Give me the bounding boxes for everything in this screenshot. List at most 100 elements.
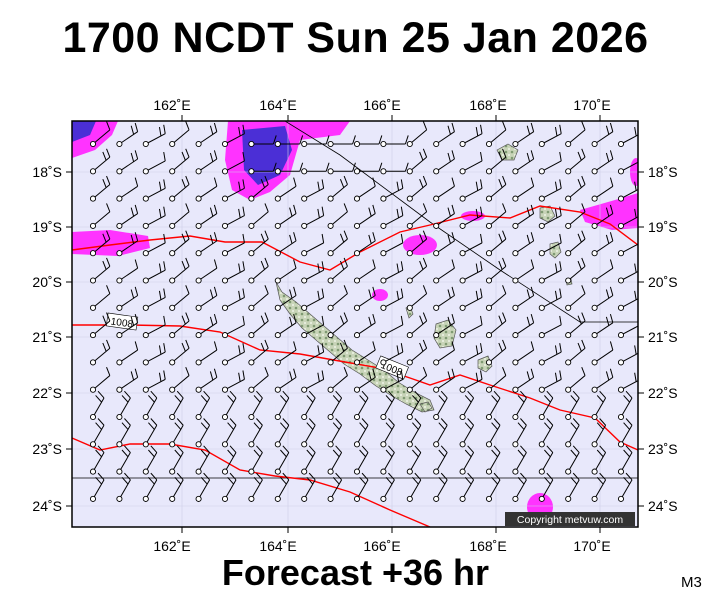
wind-barb [538, 124, 562, 148]
wind-barb [565, 121, 586, 148]
wind-barb [274, 177, 297, 202]
lon-label-bottom-164: 164˚E [259, 538, 296, 554]
wind-barb [274, 418, 290, 448]
copyright-text: Copyright metvuw.com [517, 514, 623, 526]
wind-barb [380, 370, 404, 393]
wind-barb [248, 175, 269, 202]
wind-barb [512, 472, 527, 502]
wind-barb [195, 122, 218, 148]
wind-barb [116, 472, 131, 502]
wind-barb [406, 339, 428, 366]
wind-barb [512, 122, 535, 148]
wind-barb [195, 368, 218, 393]
wind-barb [195, 390, 211, 421]
wind-barb [459, 370, 483, 393]
lat-label-left-21: 21˚S [32, 329, 62, 345]
wind-barb [512, 390, 527, 421]
wind-barb [327, 367, 348, 393]
wind-barb [565, 257, 586, 284]
wind-barb [327, 230, 348, 257]
wind-barb [142, 179, 166, 202]
wind-barb [327, 472, 343, 502]
wind-barb [301, 206, 325, 229]
wind-barb [142, 124, 166, 148]
wind-barb [274, 259, 297, 284]
wind-barb [195, 259, 218, 284]
wind-barb [116, 204, 139, 229]
wind-barb [406, 203, 428, 229]
wind-barb [433, 472, 448, 502]
wind-barb [459, 472, 475, 502]
wind-barb [591, 313, 614, 339]
wind-barb [485, 148, 507, 175]
copyright-box [505, 512, 635, 526]
wind-barb [327, 203, 348, 229]
wind-barb [274, 204, 297, 229]
wind-barb [485, 203, 507, 229]
wind-barb [459, 179, 483, 202]
wind-barb [195, 341, 218, 366]
wind-barb [538, 472, 554, 502]
wind-barb [591, 259, 614, 284]
wind-barb [406, 175, 428, 202]
wind-barb [327, 285, 348, 311]
wind-barb [406, 445, 422, 475]
wind-barb [406, 418, 422, 448]
erromango [539, 205, 556, 223]
wind-barb [433, 204, 455, 229]
wind-barb [221, 206, 245, 229]
wind-barb [301, 445, 316, 475]
lon-label-top-170: 170˚E [573, 97, 610, 113]
wind-barb [195, 150, 218, 175]
wind-barb [116, 341, 139, 366]
lat-label-left-24: 24˚S [32, 498, 62, 514]
wind-barb [116, 445, 131, 475]
wind-barb [142, 206, 166, 229]
rain-patch-northwest-heavy [72, 121, 96, 142]
wind-barb [485, 121, 507, 148]
wind-barb [538, 315, 562, 339]
wind-barb [433, 232, 455, 257]
wind-barb [591, 368, 614, 393]
wind-barb [301, 261, 325, 284]
wind-barb [565, 418, 580, 448]
wind-barb [617, 161, 638, 175]
lat-label-left-23: 23˚S [32, 441, 62, 457]
wind-barb [221, 370, 245, 393]
wind-barb [485, 367, 507, 393]
wind-barb [248, 390, 263, 421]
wind-barb [485, 418, 501, 448]
wind-barb [169, 312, 190, 339]
wind-barb [353, 418, 369, 448]
wind-barb [195, 177, 218, 202]
wind-barb [248, 135, 277, 148]
wind-barb [512, 259, 535, 284]
wind-barb [617, 390, 633, 421]
wind-barb [406, 230, 428, 257]
wind-barb [169, 445, 184, 475]
lat-label-right-23: 23˚S [648, 441, 678, 457]
wind-barb [142, 315, 166, 339]
wind-barb [459, 418, 475, 448]
wind-barb [169, 285, 190, 311]
wind-barb [353, 204, 376, 229]
wind-barb [89, 312, 111, 339]
wind-barb [274, 135, 304, 148]
wind-barb [221, 179, 245, 202]
lat-label-right-20: 20˚S [648, 274, 678, 290]
wind-barb [301, 179, 325, 202]
grande-terre [275, 281, 435, 413]
wind-barb [512, 204, 535, 229]
wind-barb [248, 472, 263, 502]
wind-barb [433, 150, 455, 175]
wind-barb [89, 339, 111, 366]
wind-barb [169, 121, 190, 148]
wind-barb [433, 177, 455, 202]
wind-barb [353, 286, 376, 311]
wind-barb [353, 390, 369, 421]
model-label: M3 [681, 574, 702, 591]
svg-text:1008: 1008 [110, 316, 134, 330]
wind-barb [433, 286, 455, 311]
wind-barb [221, 343, 245, 366]
lat-label-right-18: 18˚S [648, 164, 678, 180]
